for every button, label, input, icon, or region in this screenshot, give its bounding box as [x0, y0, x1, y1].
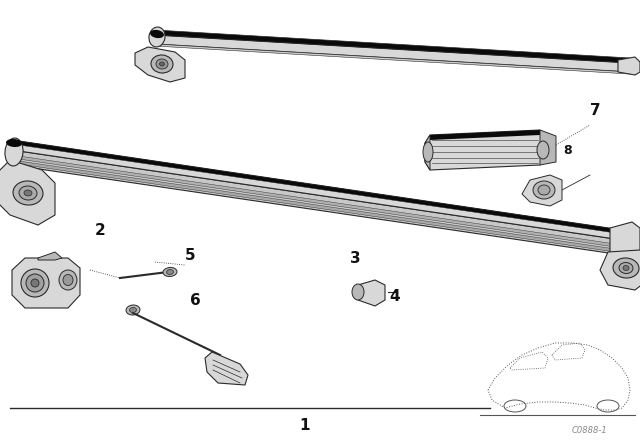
Ellipse shape: [26, 274, 44, 292]
Polygon shape: [12, 258, 80, 308]
Polygon shape: [522, 175, 562, 206]
Polygon shape: [540, 130, 556, 165]
Polygon shape: [0, 160, 55, 225]
Text: 8: 8: [564, 143, 572, 156]
Ellipse shape: [423, 142, 433, 162]
Ellipse shape: [623, 266, 629, 271]
Ellipse shape: [352, 284, 364, 300]
Polygon shape: [12, 160, 622, 253]
Polygon shape: [12, 150, 622, 255]
Ellipse shape: [6, 139, 22, 147]
Ellipse shape: [59, 270, 77, 290]
Ellipse shape: [163, 267, 177, 276]
Ellipse shape: [21, 269, 49, 297]
Ellipse shape: [126, 305, 140, 315]
Text: 6: 6: [189, 293, 200, 307]
Text: 7: 7: [589, 103, 600, 117]
Ellipse shape: [538, 185, 550, 195]
Ellipse shape: [31, 279, 39, 287]
Ellipse shape: [159, 62, 164, 66]
Polygon shape: [12, 155, 622, 248]
Ellipse shape: [156, 59, 168, 69]
Ellipse shape: [19, 186, 37, 200]
Polygon shape: [135, 47, 185, 82]
Ellipse shape: [166, 270, 173, 275]
Ellipse shape: [613, 258, 639, 278]
Ellipse shape: [5, 138, 23, 166]
Polygon shape: [600, 250, 640, 290]
Text: C0888-1: C0888-1: [572, 426, 608, 435]
Text: 2: 2: [95, 223, 106, 237]
Ellipse shape: [533, 181, 555, 199]
Text: 3: 3: [349, 250, 360, 266]
Polygon shape: [358, 280, 385, 306]
Polygon shape: [610, 222, 640, 258]
Polygon shape: [205, 352, 248, 385]
Polygon shape: [12, 140, 622, 240]
Ellipse shape: [151, 55, 173, 73]
Ellipse shape: [63, 275, 73, 285]
Ellipse shape: [129, 307, 136, 313]
Polygon shape: [38, 252, 62, 260]
Polygon shape: [155, 35, 630, 72]
Ellipse shape: [537, 141, 549, 159]
Text: 1: 1: [300, 418, 310, 432]
Ellipse shape: [13, 181, 43, 205]
Polygon shape: [155, 30, 630, 63]
Polygon shape: [12, 140, 622, 234]
Ellipse shape: [24, 190, 32, 196]
Polygon shape: [425, 130, 545, 170]
Ellipse shape: [150, 30, 164, 38]
Polygon shape: [430, 130, 540, 140]
Text: 4: 4: [390, 289, 400, 303]
Polygon shape: [425, 135, 430, 170]
Text: 5: 5: [185, 247, 195, 263]
Ellipse shape: [619, 263, 633, 274]
Polygon shape: [155, 44, 630, 74]
Ellipse shape: [149, 27, 165, 47]
Polygon shape: [618, 57, 640, 75]
